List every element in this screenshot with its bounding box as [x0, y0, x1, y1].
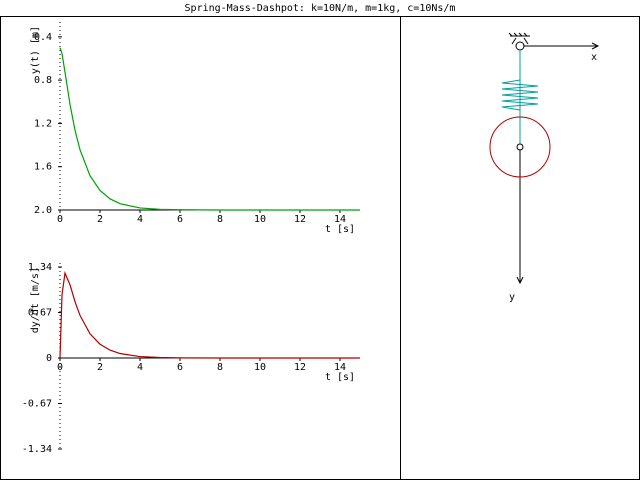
x-tick-label: 4	[137, 214, 143, 225]
x-label: x	[591, 52, 597, 63]
mass	[489, 116, 551, 178]
x-arrow	[591, 42, 600, 50]
y-tick-label: 2.0	[34, 205, 52, 216]
x-tick-label: 6	[177, 214, 183, 225]
x-tick-label: 8	[217, 214, 223, 225]
x-tick-label: 2	[97, 214, 103, 225]
x-tick-label: 6	[177, 362, 183, 373]
x-tick-label: 0	[57, 362, 63, 373]
x-tick-label: 10	[254, 362, 266, 373]
y-tick-label: 1.34	[28, 262, 52, 273]
y-tick-label: -1.34	[22, 444, 52, 455]
y-label: y	[509, 292, 515, 303]
spring	[501, 79, 539, 111]
mass-center	[516, 143, 524, 151]
y-tick-label: 0	[46, 353, 52, 364]
window-title: Spring-Mass-Dashpot: k=10N/m, m=1kg, c=1…	[185, 3, 456, 14]
y-tick-label: 0.4	[34, 32, 52, 43]
x-tick-label: 4	[137, 362, 143, 373]
x-tick-label: 0	[57, 214, 63, 225]
y-tick-label: 1.6	[34, 162, 52, 173]
y-tick-label: 1.2	[34, 118, 52, 129]
support	[508, 32, 530, 45]
x-axis-label: t [s]	[325, 224, 355, 235]
x-tick-label: 14	[334, 214, 346, 225]
x-tick-label: 2	[97, 362, 103, 373]
x-tick-label: 14	[334, 362, 346, 373]
y-tick-label: 0.8	[34, 75, 52, 86]
y-arrow	[516, 276, 524, 285]
x-tick-label: 12	[294, 214, 306, 225]
y-axis-label: dy/dt [m/s]	[30, 267, 41, 333]
y-tick-label: 0.67	[28, 308, 52, 319]
data-line	[59, 47, 360, 211]
x-tick-label: 8	[217, 362, 223, 373]
y-tick-label: -0.67	[22, 399, 52, 410]
y-axis-label: y(t) [m]	[30, 26, 41, 74]
diagram: x y	[489, 32, 600, 303]
pivot	[515, 41, 525, 51]
x-tick-label: 12	[294, 362, 306, 373]
x-tick-label: 10	[254, 214, 266, 225]
data-line	[59, 270, 360, 359]
x-axis-label: t [s]	[325, 372, 355, 383]
